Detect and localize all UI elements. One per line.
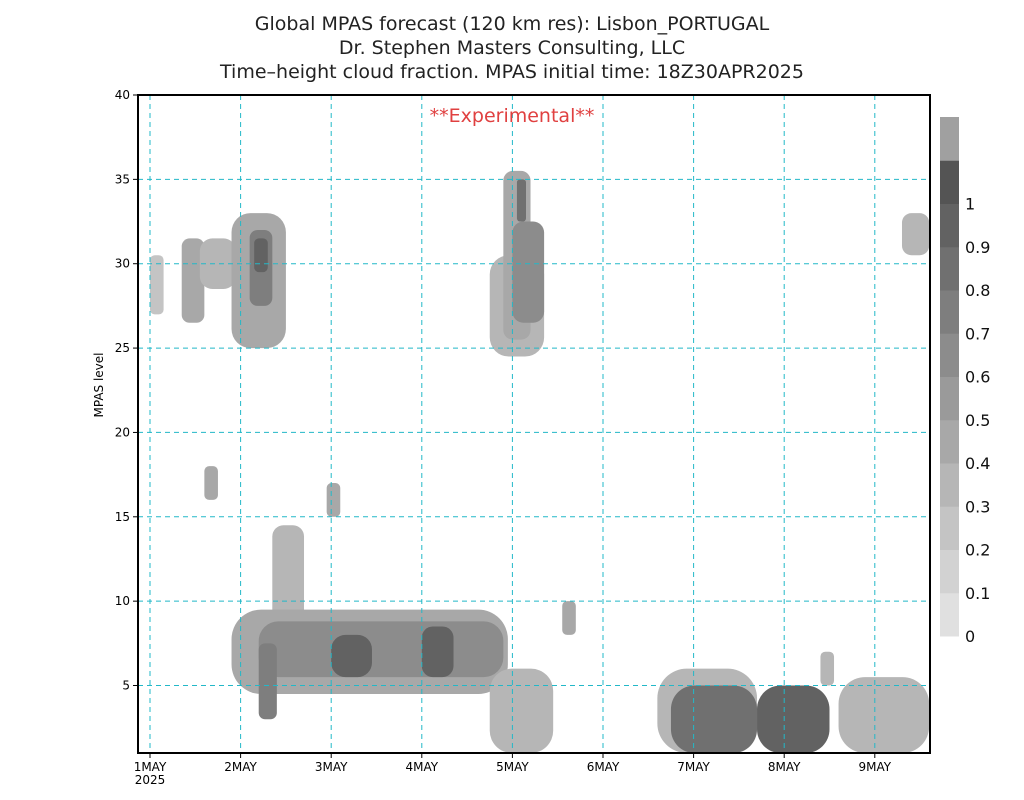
colorbar-label-9: 0.9 bbox=[965, 238, 990, 257]
colorbar-label-10: 1 bbox=[965, 195, 975, 214]
y-axis-label: MPAS level bbox=[92, 353, 106, 418]
colorbar-label-2: 0.2 bbox=[965, 541, 990, 560]
y-tick-label-15: 15 bbox=[115, 510, 130, 524]
colorbar-label-0: 0 bbox=[965, 627, 975, 646]
colorbar-box-9 bbox=[940, 203, 959, 248]
colorbar-label-7: 0.7 bbox=[965, 324, 990, 343]
colorbar-box-10 bbox=[940, 160, 959, 204]
x-tick-label-8MAY: 8MAY bbox=[768, 760, 801, 774]
colorbar-box-2 bbox=[940, 506, 959, 550]
grid-lines bbox=[138, 95, 930, 753]
x-tick-label-5MAY: 5MAY bbox=[496, 760, 529, 774]
y-tick-label-40: 40 bbox=[115, 88, 130, 102]
cloud-region-13 bbox=[562, 601, 576, 635]
colorbar-label-8: 0.8 bbox=[965, 281, 990, 300]
plot-frame bbox=[137, 94, 931, 754]
colorbar-box-5 bbox=[940, 376, 959, 421]
cloud-region-25 bbox=[820, 651, 835, 686]
y-tick-label-30: 30 bbox=[115, 257, 130, 271]
cloud-region-10 bbox=[901, 213, 930, 256]
cloud-region-22 bbox=[670, 685, 758, 753]
chart-title-line2: Dr. Stephen Masters Consulting, LLC bbox=[338, 37, 686, 59]
chart-title-line1: Global MPAS forecast (120 km res): Lisbo… bbox=[254, 13, 770, 35]
colorbar-box-3 bbox=[940, 463, 959, 507]
colorbar-label-1: 0.1 bbox=[965, 584, 990, 603]
x-tick-label-3MAY: 3MAY bbox=[315, 760, 348, 774]
cloud-region-8 bbox=[512, 221, 545, 323]
x-tick-label-1MAY: 1MAY bbox=[134, 760, 167, 774]
colorbar-box-8 bbox=[940, 246, 959, 291]
cloud-region-23 bbox=[757, 685, 830, 753]
y-tick-label-25: 25 bbox=[115, 341, 130, 355]
cloud-region-19 bbox=[421, 626, 454, 678]
colorbar-label-6: 0.6 bbox=[965, 368, 990, 387]
colorbar-box-1 bbox=[940, 549, 959, 594]
cloud-region-0 bbox=[150, 255, 164, 315]
experimental-annotation: **Experimental** bbox=[430, 105, 595, 127]
cloud-region-11 bbox=[204, 466, 218, 500]
cloud-region-1 bbox=[181, 238, 205, 323]
colorbar-label-4: 0.4 bbox=[965, 454, 990, 473]
colorbar-box-0 bbox=[940, 592, 959, 637]
colorbar-box-7 bbox=[940, 290, 959, 334]
cloud-region-18 bbox=[331, 634, 372, 678]
y-axis-ticks: 5 10 15 20 25 30 35 40 bbox=[115, 88, 138, 693]
colorbar-box-11 bbox=[940, 117, 959, 161]
y-tick-label-35: 35 bbox=[115, 172, 130, 186]
colorbar-label-3: 0.3 bbox=[965, 497, 990, 516]
x-axis-ticks: 1MAY 2MAY 3MAY 4MAY 5MAY 6MAY 7MAY 8MAY 9MAY 2025 bbox=[134, 753, 892, 787]
y-tick-label-20: 20 bbox=[115, 425, 130, 439]
colorbar-box-6 bbox=[940, 333, 959, 377]
x-tick-label-9MAY: 9MAY bbox=[858, 760, 891, 774]
colorbar-box-4 bbox=[940, 419, 959, 464]
cloud-region-24 bbox=[838, 677, 930, 753]
colorbar: 0 0.1 0.2 0.3 0.4 0.5 0.6 0.7 0.8 0.9 1 bbox=[940, 117, 990, 646]
chart-title-line3: Time–height cloud fraction. MPAS initial… bbox=[220, 61, 804, 83]
cloud-region-5 bbox=[254, 238, 268, 273]
cloud-fraction-regions bbox=[150, 170, 930, 753]
x-tick-label-6MAY: 6MAY bbox=[587, 760, 620, 774]
y-tick-label-10: 10 bbox=[115, 594, 130, 608]
x-tick-label-4MAY: 4MAY bbox=[405, 760, 438, 774]
y-tick-label-5: 5 bbox=[122, 679, 130, 693]
cloud-region-20 bbox=[489, 668, 554, 753]
cloud-region-9 bbox=[516, 179, 526, 222]
x-tick-label-7MAY: 7MAY bbox=[677, 760, 710, 774]
cloud-region-2 bbox=[199, 238, 237, 290]
x-tick-label-2MAY: 2MAY bbox=[224, 760, 257, 774]
colorbar-label-5: 0.5 bbox=[965, 411, 990, 430]
cloud-region-16 bbox=[258, 621, 504, 678]
cloud-region-17 bbox=[258, 643, 277, 720]
cloud-region-12 bbox=[326, 483, 341, 517]
x-tick-year-label: 2025 bbox=[135, 773, 166, 787]
